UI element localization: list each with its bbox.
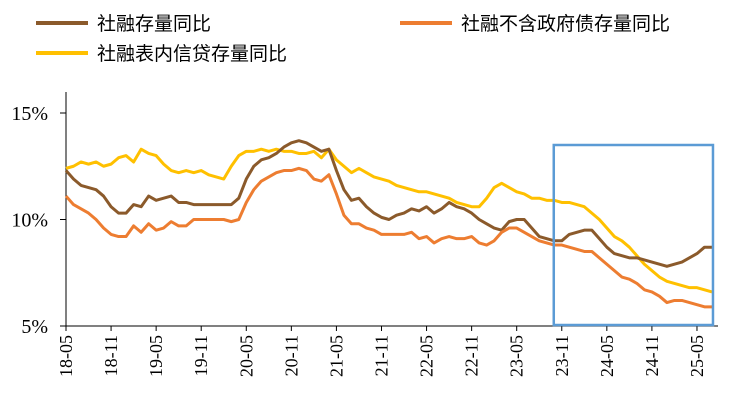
x-tick-label: 23-05 xyxy=(507,335,527,377)
x-tick-label: 18-05 xyxy=(56,335,76,377)
x-tick-label: 20-05 xyxy=(236,335,256,377)
x-tick-label: 18-11 xyxy=(101,335,121,376)
x-axis-ticks: 18-05 18-11 19-05 19-11 20-05 20-11 21-05 21-11… xyxy=(56,326,707,377)
series-line-on-balance-loan xyxy=(65,147,713,294)
x-tick-label: 21-05 xyxy=(326,335,346,377)
x-tick-label: 19-05 xyxy=(146,335,166,377)
y-axis-ticks: 5% 10% 15% xyxy=(11,103,66,338)
y-tick-label: 15% xyxy=(11,103,48,125)
x-tick-label: 20-11 xyxy=(281,335,301,376)
legend-label-on-balance-loan: 社融表内信贷存量同比 xyxy=(97,43,287,65)
x-tick-label: 24-05 xyxy=(597,335,617,377)
highlight-box xyxy=(552,143,715,327)
y-tick-label: 5% xyxy=(21,316,48,338)
x-tick-label: 24-11 xyxy=(642,335,662,376)
x-tick-label: 23-11 xyxy=(552,335,572,376)
legend: 社融存量同比 社融不含政府债存量同比 社融表内信贷存量同比 xyxy=(36,13,670,65)
series-line-ex-gov-bond xyxy=(64,166,712,309)
legend-label-ex-gov-bond: 社融不含政府债存量同比 xyxy=(461,13,670,35)
series-lines xyxy=(64,139,713,309)
x-tick-label: 19-11 xyxy=(191,335,211,376)
x-tick-label: 22-05 xyxy=(417,335,437,377)
legend-label-social-financing: 社融存量同比 xyxy=(97,13,211,35)
y-tick-label: 10% xyxy=(11,210,48,232)
series-line-social-financing xyxy=(64,139,712,268)
x-tick-label: 21-11 xyxy=(371,335,391,376)
x-tick-label: 25-05 xyxy=(687,335,707,377)
x-tick-label: 22-11 xyxy=(462,335,482,376)
